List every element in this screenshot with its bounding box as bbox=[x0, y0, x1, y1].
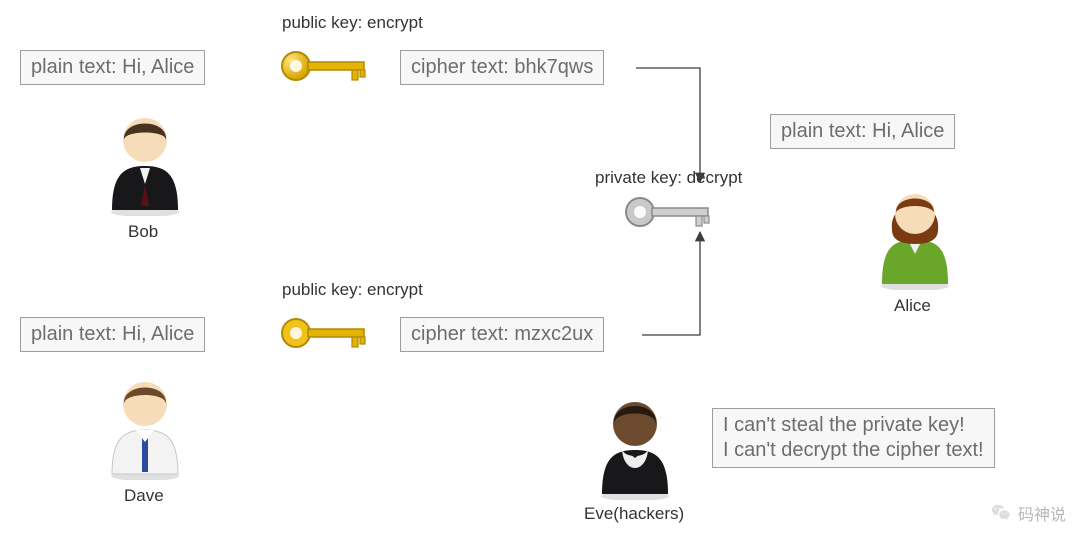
watermark: 码神说 bbox=[990, 501, 1066, 525]
bob-avatar bbox=[100, 106, 190, 216]
encrypt-label-top: public key: encrypt bbox=[282, 13, 423, 33]
alice-plaintext-box: plain text: Hi, Alice bbox=[770, 114, 955, 149]
watermark-text: 码神说 bbox=[1018, 501, 1066, 525]
dave-plaintext-box: plain text: Hi, Alice bbox=[20, 317, 205, 352]
bob-name-label: Bob bbox=[128, 222, 158, 242]
public-key-icon-top bbox=[278, 44, 378, 88]
eve-name-label: Eve(hackers) bbox=[584, 504, 684, 524]
bob-plaintext-box: plain text: Hi, Alice bbox=[20, 50, 205, 85]
eve-avatar bbox=[590, 390, 680, 500]
alice-name-label: Alice bbox=[894, 296, 931, 316]
decrypt-label: private key: decrypt bbox=[595, 168, 742, 188]
wechat-icon bbox=[990, 502, 1012, 524]
dave-name-label: Dave bbox=[124, 486, 164, 506]
encrypt-label-bottom: public key: encrypt bbox=[282, 280, 423, 300]
eve-speech-box: I can't steal the private key! I can't d… bbox=[712, 408, 995, 468]
dave-avatar bbox=[100, 370, 190, 480]
public-key-icon-bottom bbox=[278, 311, 378, 355]
dave-ciphertext-box: cipher text: mzxc2ux bbox=[400, 317, 604, 352]
private-key-icon bbox=[622, 190, 722, 234]
alice-avatar bbox=[870, 180, 960, 290]
bob-ciphertext-box: cipher text: bhk7qws bbox=[400, 50, 604, 85]
